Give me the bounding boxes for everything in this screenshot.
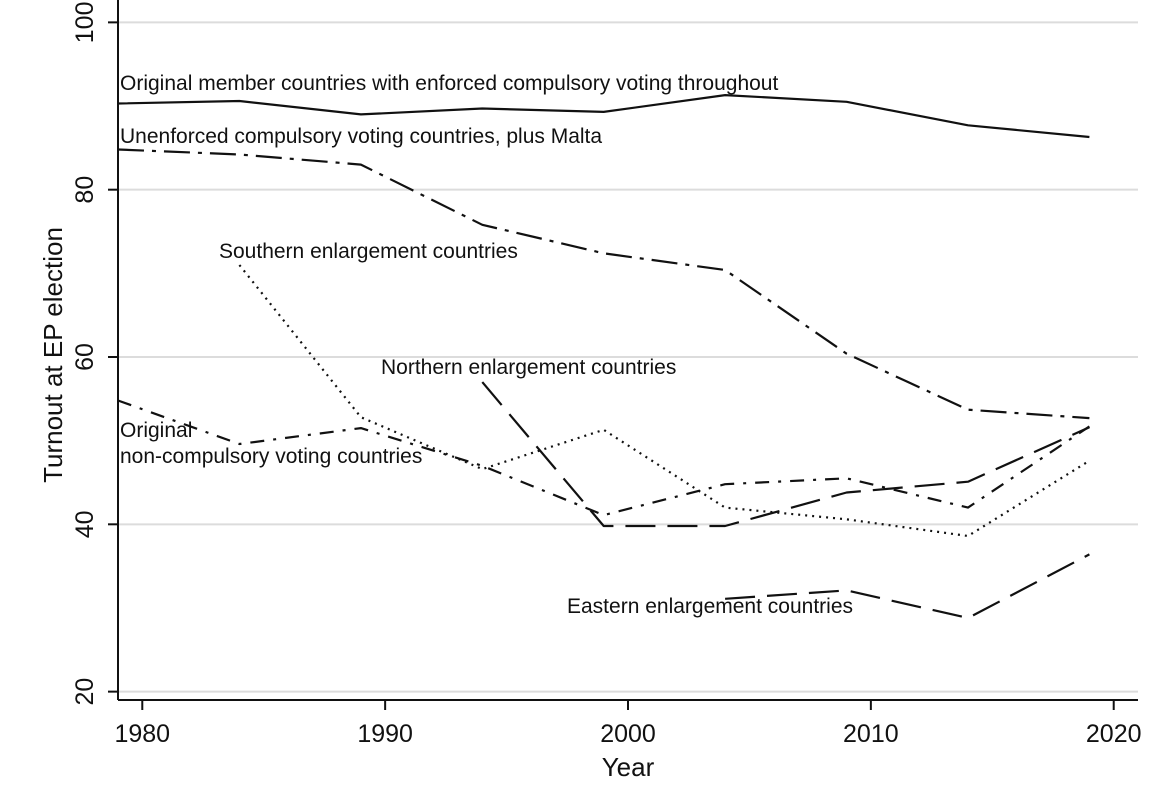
series-line-6 <box>725 553 1090 620</box>
series-line-2 <box>117 148 1090 420</box>
gridlines <box>118 21 1138 693</box>
y-tick-label-100: 100 <box>71 2 99 44</box>
x-tick-label-2000: 2000 <box>600 720 656 748</box>
series-label-unenforced-compulsory: Unenforced compulsory voting countries, … <box>120 125 602 148</box>
series-label-original-non-compulsory: Original non-compulsory voting countries <box>120 419 422 468</box>
series-label-enforced-compulsory: Original member countries with enforced … <box>120 72 778 95</box>
series-label-line-1: Original <box>120 419 192 442</box>
y-tick-label-40: 40 <box>71 510 99 538</box>
axes <box>108 0 1138 710</box>
series-line-1 <box>117 93 1090 139</box>
y-tick-label-60: 60 <box>71 343 99 371</box>
series-label-eastern-enlargement: Eastern enlargement countries <box>567 595 853 618</box>
x-axis-title: Year <box>602 752 655 782</box>
tick-labels: 20 40 60 80 100 1980 1990 2000 2010 2020 <box>71 2 1142 748</box>
series-line-4 <box>481 381 1090 528</box>
y-axis-title: Turnout at EP election <box>38 227 68 483</box>
y-tick-label-80: 80 <box>71 176 99 204</box>
x-tick-label-1980: 1980 <box>114 720 170 748</box>
x-tick-label-2010: 2010 <box>843 720 899 748</box>
series-label-southern-enlargement: Southern enlargement countries <box>219 240 518 263</box>
series-label-line-2: non-compulsory voting countries <box>120 445 422 468</box>
series-line-3 <box>238 264 1090 538</box>
series-lines <box>117 93 1091 620</box>
y-tick-label-20: 20 <box>71 678 99 706</box>
x-tick-label-2020: 2020 <box>1086 720 1142 748</box>
x-tick-label-1990: 1990 <box>357 720 413 748</box>
series-label-northern-enlargement: Northern enlargement countries <box>381 356 676 379</box>
